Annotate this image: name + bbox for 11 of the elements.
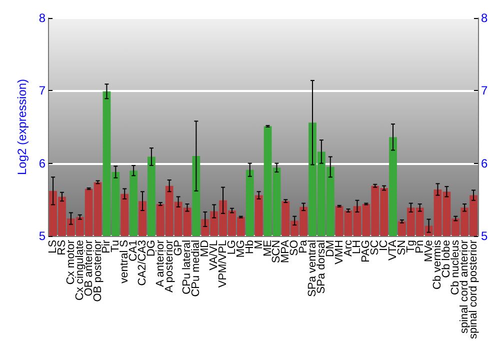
y-tick-label: 6 bbox=[38, 156, 46, 170]
y-axis-title: Log2 (expression) bbox=[15, 78, 29, 176]
y-tick-label: 7 bbox=[38, 84, 46, 98]
x-tick-label: RS bbox=[56, 240, 68, 256]
y-tick-label: 8 bbox=[38, 11, 46, 25]
y2-tick-label: 7 bbox=[481, 84, 488, 98]
y2-tick-label: 5 bbox=[481, 228, 488, 243]
y2-tick-label: 6 bbox=[481, 156, 488, 170]
x-tick-label: spinal cord posterior bbox=[468, 240, 480, 340]
y2-tick-label: 8 bbox=[481, 11, 488, 25]
y-tick-label: 5 bbox=[38, 228, 46, 243]
